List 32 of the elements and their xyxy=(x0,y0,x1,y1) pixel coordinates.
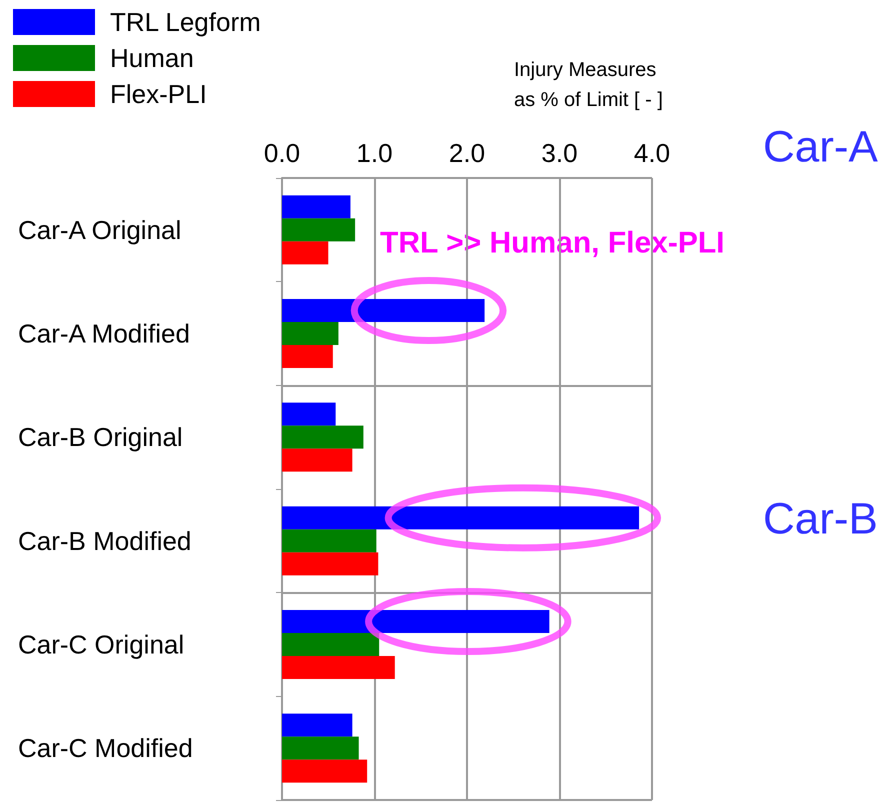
y-tick-label: Car-A Modified xyxy=(18,318,190,348)
x-tick-label: 0.0 xyxy=(264,138,300,168)
bar xyxy=(282,426,364,449)
y-tick-label: Car-B Modified xyxy=(18,526,192,556)
text: Car-A xyxy=(763,122,879,172)
legend-label: TRL Legform xyxy=(110,7,261,37)
bar xyxy=(282,322,338,345)
x-tick-label: 1.0 xyxy=(356,138,393,168)
bar xyxy=(282,218,356,242)
bar xyxy=(282,529,376,552)
bar xyxy=(282,195,350,218)
y-tick-label: Car-C Original xyxy=(18,630,184,660)
bar xyxy=(282,760,368,783)
y-tick-label: Car-B Original xyxy=(18,422,183,452)
x-tick-label: 2.0 xyxy=(448,138,486,168)
bar xyxy=(282,736,359,760)
bar xyxy=(282,552,378,576)
bar xyxy=(282,714,352,737)
y-tick-label: Car-C Modified xyxy=(18,733,193,764)
legend-label: Flex-PLI xyxy=(110,79,207,109)
x-axis-title: Injury Measures as % of Limit [ - ] xyxy=(514,59,663,111)
y-tick-label: Car-A Original xyxy=(18,214,182,245)
bar xyxy=(282,633,380,656)
bar xyxy=(282,656,395,679)
x-tick-label: 3.0 xyxy=(541,138,578,168)
text: Car-B xyxy=(763,494,878,544)
bar xyxy=(282,448,352,472)
bar xyxy=(282,402,336,426)
bar xyxy=(282,241,328,264)
bar xyxy=(282,345,333,368)
x-tick-label: 4.0 xyxy=(634,138,670,168)
legend-label: Human xyxy=(110,43,194,73)
